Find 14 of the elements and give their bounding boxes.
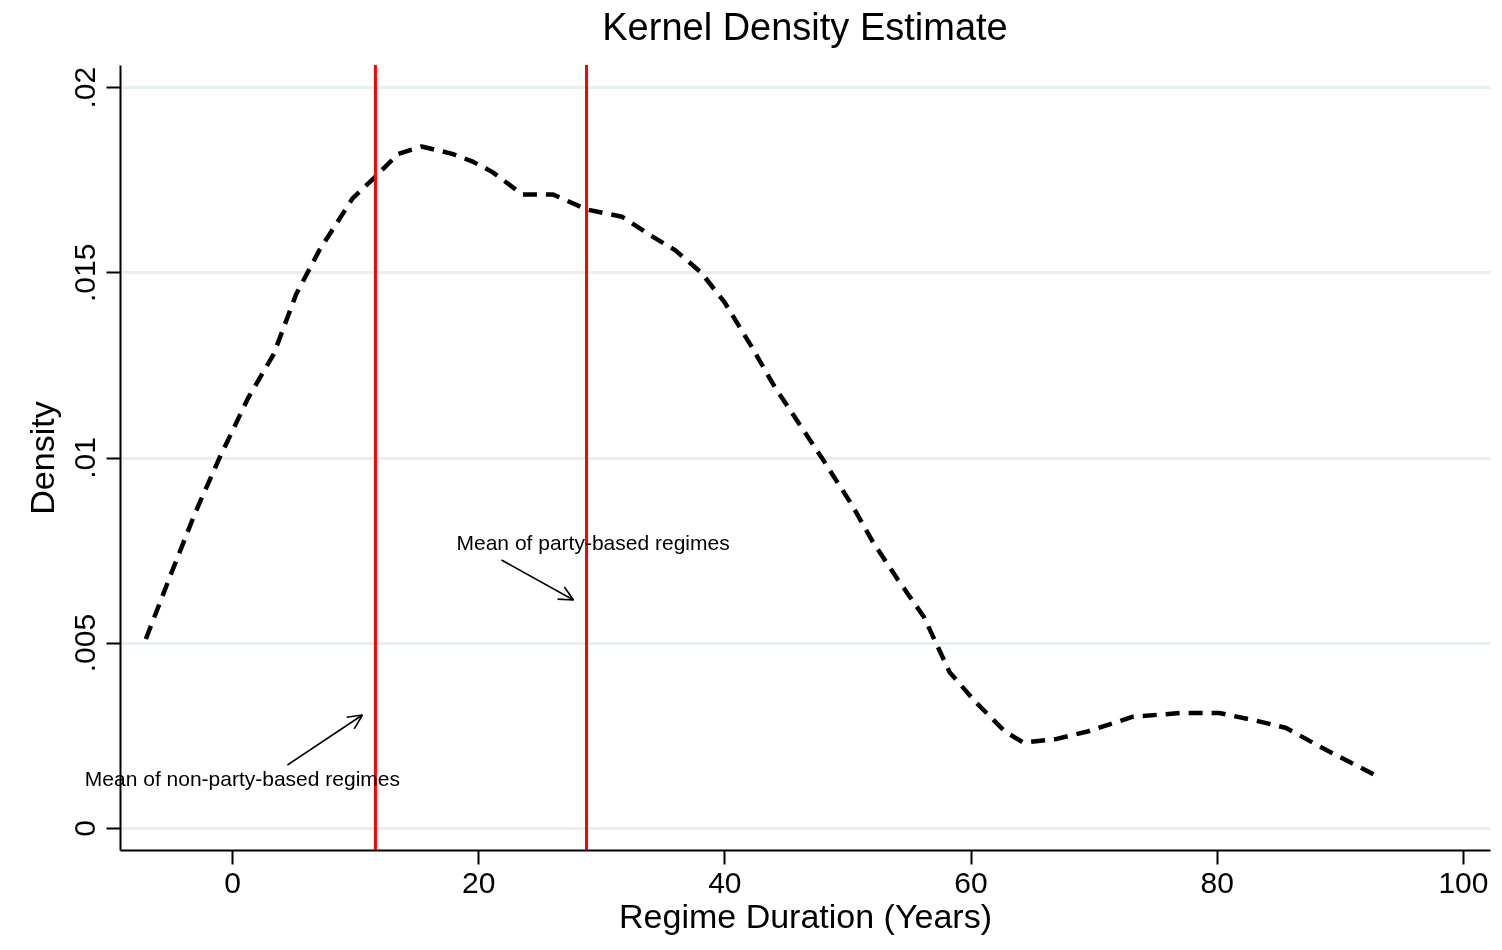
x-tick-label: 20: [462, 865, 496, 899]
y-tick-label: .01: [67, 437, 101, 479]
y-tick-label: .015: [67, 243, 101, 303]
y-axis-title: Density: [22, 401, 61, 515]
x-tick-label: 80: [1200, 865, 1234, 899]
x-tick-label: 0: [224, 865, 241, 899]
x-tick-label: 60: [954, 865, 988, 899]
y-tick-label: .02: [67, 66, 101, 109]
chart-title: Kernel Density Estimate: [602, 5, 1008, 48]
y-tick-label: 0: [67, 819, 101, 837]
x-axis-title: Regime Duration (Years): [619, 896, 992, 935]
y-tick-label: .005: [67, 613, 101, 673]
x-tick-label: 100: [1438, 865, 1489, 899]
x-tick-label: 40: [708, 865, 742, 899]
